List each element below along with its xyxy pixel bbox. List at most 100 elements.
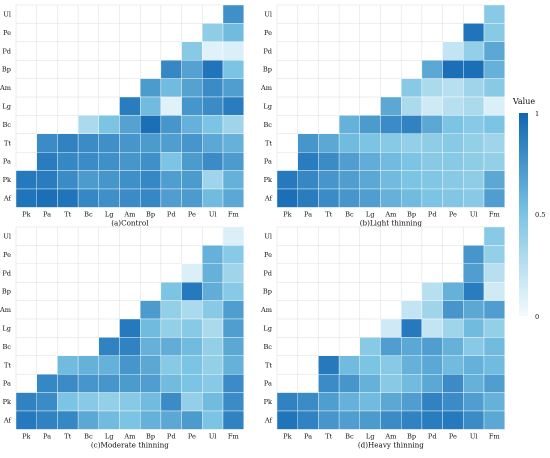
heatmap-cell xyxy=(222,410,244,430)
row-label: Am xyxy=(0,84,12,92)
heatmap-cell xyxy=(276,188,298,208)
row-label: Pa xyxy=(3,158,11,166)
row-label: Bp xyxy=(263,66,272,74)
col-label: Pd xyxy=(167,432,176,440)
col-label: Pa xyxy=(304,432,312,440)
heatmap-cell xyxy=(160,115,182,135)
col-label: Pk xyxy=(283,210,292,218)
heatmap-cell xyxy=(202,96,224,116)
col-label: Pk xyxy=(283,432,292,440)
heatmap-cell xyxy=(359,374,381,393)
heatmap-cell xyxy=(318,410,340,430)
heatmap-cell xyxy=(463,245,485,264)
heatmap-cell xyxy=(421,282,443,301)
heatmap-cell xyxy=(442,41,464,61)
heatmap-cell xyxy=(421,374,443,393)
heatmap-cell xyxy=(463,188,485,208)
colorbar-tick-min: 0 xyxy=(535,313,539,321)
col-label: Tt xyxy=(64,432,71,440)
panel-caption: (c)Moderate thinning xyxy=(91,440,169,449)
heatmap-cell xyxy=(338,170,361,190)
heatmap-cell xyxy=(222,245,244,264)
heatmap-cell xyxy=(401,133,423,153)
col-label: Pk xyxy=(22,210,31,218)
col-label: Ul xyxy=(470,432,478,440)
heatmap-cell xyxy=(119,374,141,393)
heatmap-cell xyxy=(421,133,443,153)
heatmap-cell xyxy=(77,115,99,135)
heatmap-cell xyxy=(98,151,120,171)
heatmap-cell xyxy=(276,410,298,430)
col-label: Lg xyxy=(366,432,375,440)
row-label: Lg xyxy=(2,325,11,333)
heatmap-cell xyxy=(202,170,224,190)
heatmap-cell xyxy=(98,374,120,393)
heatmap-cell xyxy=(160,60,182,79)
col-label: Pa xyxy=(43,432,51,440)
heatmap-cell xyxy=(483,78,505,98)
heatmap-cell xyxy=(202,355,224,375)
heatmap-cell xyxy=(77,392,99,412)
heatmap-cell xyxy=(297,410,319,430)
heatmap-cell xyxy=(483,410,505,430)
heatmap-cell xyxy=(15,188,37,208)
heatmap-cell xyxy=(181,355,203,375)
col-label: Am xyxy=(384,210,397,218)
heatmap-cell xyxy=(222,282,244,301)
heatmap-cell xyxy=(202,245,224,264)
heatmap-cell xyxy=(380,151,402,171)
row-label: Pa xyxy=(264,158,272,166)
row-label: Pe xyxy=(3,251,11,259)
heatmap-cell xyxy=(98,188,120,208)
heatmap-cell xyxy=(421,115,443,135)
row-label: Pk xyxy=(3,176,12,184)
col-label: Ul xyxy=(209,432,217,440)
heatmap-cell xyxy=(297,188,319,208)
heatmap-cell xyxy=(222,41,244,61)
row-label: Bc xyxy=(263,343,272,351)
heatmap-cell xyxy=(463,263,485,283)
heatmap-cell xyxy=(15,170,37,190)
heatmap-cell xyxy=(160,300,182,320)
heatmap-cell xyxy=(222,151,244,171)
heatmap-cell xyxy=(463,78,485,98)
heatmap-cell xyxy=(483,318,505,338)
heatmap-cell xyxy=(202,337,224,356)
heatmap-cell xyxy=(442,170,464,190)
heatmap-cell xyxy=(463,318,485,338)
heatmap-cell xyxy=(181,282,203,301)
heatmap-cell xyxy=(401,337,423,356)
col-label: Tt xyxy=(325,432,332,440)
row-label: Ul xyxy=(264,11,272,19)
heatmap-cell xyxy=(202,318,224,338)
heatmap-cell xyxy=(139,78,162,98)
heatmap-cell xyxy=(380,337,402,356)
heatmap-cell xyxy=(139,374,162,393)
heatmap-cell xyxy=(160,78,182,98)
col-label: Fm xyxy=(489,210,501,218)
heatmap-cell xyxy=(463,170,485,190)
heatmap-cell xyxy=(57,410,79,430)
heatmap-cell xyxy=(119,115,141,135)
heatmap-cell xyxy=(463,96,485,116)
row-label: Ul xyxy=(3,11,11,19)
heatmap-cell xyxy=(181,318,203,338)
heatmap-cell xyxy=(297,170,319,190)
col-label: Bp xyxy=(407,432,416,440)
heatmap-cell xyxy=(139,337,162,356)
row-label: Pe xyxy=(264,29,272,37)
heatmap-cell xyxy=(463,337,485,356)
heatmap-cell xyxy=(202,78,224,98)
heatmap-cell xyxy=(181,188,203,208)
heatmap-cell xyxy=(483,133,505,153)
row-label: Lg xyxy=(2,103,11,111)
heatmap-cell xyxy=(463,41,485,61)
heatmap-cell xyxy=(36,170,58,190)
panel-caption: (d)Heavy thinning xyxy=(358,440,424,449)
heatmap-cell xyxy=(463,115,485,135)
col-label: Fm xyxy=(228,432,240,440)
heatmap-cell xyxy=(139,188,162,208)
heatmap-cell xyxy=(57,151,79,171)
heatmap-cell xyxy=(57,133,79,153)
col-label: Fm xyxy=(228,210,240,218)
